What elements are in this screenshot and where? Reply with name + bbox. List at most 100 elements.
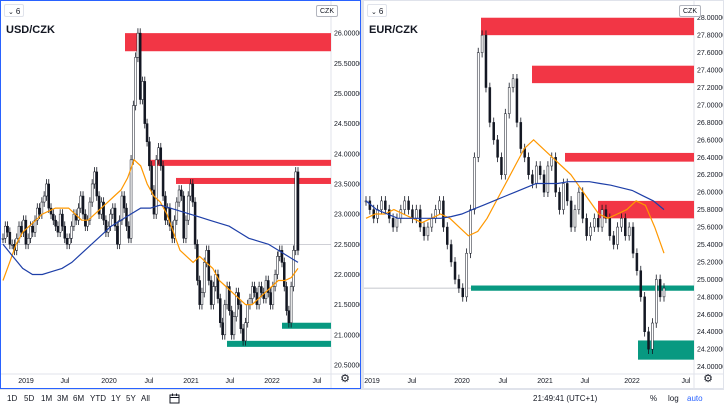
candle: [90, 183, 94, 203]
currency-badge[interactable]: CZK: [316, 5, 338, 17]
supply-zone[interactable]: [125, 33, 331, 52]
interval-button[interactable]: ⌄ 6: [367, 4, 388, 17]
candle: [129, 159, 133, 239]
candle: [72, 213, 76, 227]
time-tick-label: 2022: [624, 378, 640, 385]
candle: [488, 87, 492, 123]
candle: [225, 286, 229, 305]
percent-scale-button[interactable]: %: [650, 394, 658, 403]
candle: [296, 171, 300, 251]
time-tick-label: Jul: [313, 378, 322, 385]
candle: [230, 310, 233, 336]
demand-zone[interactable]: [638, 340, 694, 360]
price-tick-label: 25.00000: [697, 277, 723, 284]
gear-icon[interactable]: ⚙: [703, 373, 713, 385]
candle: [294, 171, 297, 251]
candle: [150, 165, 153, 191]
moving-average-slow: [365, 181, 665, 219]
gear-icon[interactable]: ⚙: [340, 373, 350, 385]
candle: [616, 226, 619, 245]
currency-badge[interactable]: CZK: [679, 5, 701, 17]
candle: [81, 195, 85, 215]
bottom-toolbar: 1D 5D 1M 3M 6M YTD 1Y 5Y All 21:49:41 (U…: [0, 389, 724, 407]
chart-pane-usdczk[interactable]: 26.00000 25.50000 25.00000 24.50000 24.00000…: [0, 0, 361, 389]
range-ytd-button[interactable]: YTD: [90, 394, 106, 403]
candle: [639, 270, 643, 298]
demand-zone[interactable]: [282, 322, 331, 329]
range-6m-button[interactable]: 6M: [73, 394, 85, 403]
candle: [492, 122, 495, 141]
supply-zone[interactable]: [176, 177, 331, 184]
range-5y-button[interactable]: 5Y: [126, 394, 136, 403]
auto-scale-button[interactable]: auto: [687, 394, 703, 403]
symbol-title: EUR/CZK: [369, 24, 418, 36]
candle: [391, 218, 395, 228]
candle: [118, 219, 121, 245]
candle: [31, 225, 34, 233]
candle: [550, 157, 554, 167]
range-1y-button[interactable]: 1Y: [111, 394, 121, 403]
range-3m-button[interactable]: 3M: [57, 394, 69, 403]
candle: [269, 292, 272, 305]
time-tick-label: Jul: [226, 378, 235, 385]
demand-zone[interactable]: [471, 285, 694, 291]
calendar-icon[interactable]: [169, 393, 180, 404]
candle: [186, 195, 190, 221]
candle: [643, 296, 646, 332]
candle: [47, 183, 50, 209]
candle: [235, 292, 238, 317]
candle: [562, 183, 565, 210]
price-tick-label: 24.80000: [697, 294, 723, 301]
candle: [430, 218, 434, 228]
price-tick-label: 28.00000: [697, 15, 723, 22]
candle: [519, 122, 523, 149]
interval-value: 6: [378, 7, 384, 16]
candle: [216, 274, 220, 299]
time-tick-label: Jul: [581, 378, 590, 385]
candle: [221, 322, 224, 336]
candle: [88, 201, 92, 221]
supply-zone[interactable]: [149, 159, 331, 166]
supply-zone[interactable]: [532, 65, 694, 84]
candle: [246, 304, 249, 323]
candle: [287, 310, 291, 323]
candle: [29, 225, 32, 239]
price-tick-label: 26.20000: [697, 172, 723, 179]
supply-zone[interactable]: [598, 200, 694, 219]
range-all-button[interactable]: All: [141, 394, 150, 403]
range-1d-button[interactable]: 1D: [7, 394, 18, 403]
demand-zone[interactable]: [227, 340, 331, 347]
supply-zone[interactable]: [565, 152, 694, 162]
candle: [585, 218, 588, 237]
range-5d-button[interactable]: 5D: [24, 394, 35, 403]
candle: [473, 157, 476, 210]
range-1m-button[interactable]: 1M: [41, 394, 53, 403]
time-tick-label: 2020: [454, 378, 470, 385]
candle: [93, 171, 96, 185]
candle: [104, 219, 108, 233]
price-chart-eurczk[interactable]: 28.00000 27.80000 27.60000 27.40000 27.20000…: [364, 1, 723, 388]
clock-readout[interactable]: 21:49:41 (UTC+1): [533, 394, 598, 403]
candle: [496, 139, 499, 158]
candle: [612, 235, 615, 245]
candle: [558, 191, 561, 210]
price-tick-label: 24.60000: [697, 312, 723, 319]
candle: [132, 105, 135, 161]
log-scale-button[interactable]: log: [668, 394, 679, 403]
candle: [209, 280, 213, 305]
candle: [95, 171, 99, 197]
pane-splitter[interactable]: [361, 0, 363, 389]
price-tick-label: 26.60000: [697, 137, 723, 144]
chart-pane-eurczk[interactable]: 28.00000 27.80000 27.60000 27.40000 27.20000…: [363, 0, 724, 389]
candle: [292, 250, 295, 287]
interval-button[interactable]: ⌄ 6: [4, 4, 25, 17]
candle: [180, 189, 183, 197]
candle: [173, 219, 176, 239]
supply-zone[interactable]: [481, 17, 694, 36]
price-chart-usdczk[interactable]: 26.00000 25.50000 25.00000 24.50000 24.00000…: [1, 1, 360, 388]
candle: [65, 238, 69, 245]
price-tick-label: 23.00000: [334, 212, 360, 219]
price-tick-label: 25.00000: [334, 91, 360, 98]
price-tick-label: 26.80000: [697, 120, 723, 127]
candle: [651, 322, 654, 350]
